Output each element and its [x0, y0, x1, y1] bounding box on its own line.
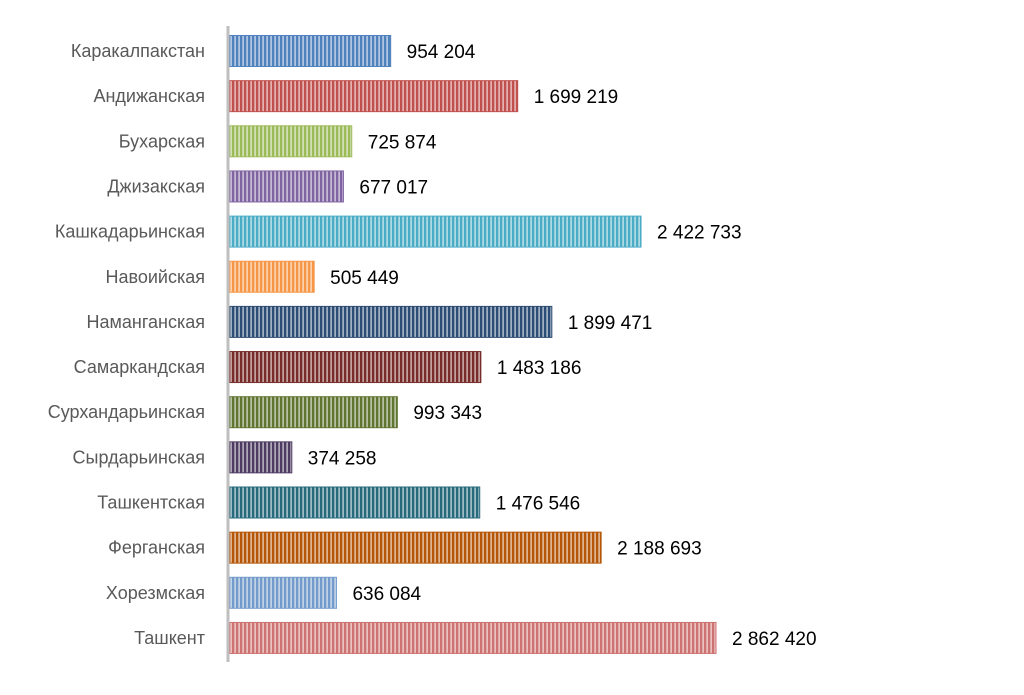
category-label-8: Самаркандская: [74, 357, 205, 377]
value-label-6: 505 449: [330, 268, 399, 289]
category-label-12: Ферганская: [108, 538, 205, 558]
value-label-8: 1 483 186: [497, 358, 582, 379]
value-label-2: 1 699 219: [534, 87, 619, 108]
value-label-10: 374 258: [308, 448, 377, 469]
category-label-13: Хорезмская: [106, 583, 205, 603]
value-label-5: 2 422 733: [657, 223, 742, 244]
bar-8: [229, 351, 482, 384]
bar-1: [229, 35, 392, 67]
bar-14: [229, 621, 717, 654]
bar-2: [229, 80, 519, 113]
bar-12: [229, 531, 602, 564]
bar-10: [229, 441, 293, 474]
bar-9: [229, 396, 398, 429]
bars-layer: [229, 35, 717, 654]
bar-7: [229, 305, 553, 338]
value-label-14: 2 862 420: [732, 629, 817, 650]
value-label-9: 993 343: [413, 403, 482, 424]
bar-3: [229, 125, 353, 158]
value-label-3: 725 874: [368, 132, 437, 153]
category-label-5: Кашкадарьинская: [55, 222, 205, 242]
bar-6: [229, 260, 315, 293]
category-label-9: Сурхандарьинская: [48, 402, 205, 422]
category-label-1: Каракалпакстан: [71, 41, 205, 61]
value-label-7: 1 899 471: [568, 313, 653, 334]
category-label-6: Навоийская: [105, 267, 205, 287]
bar-4: [229, 170, 344, 203]
category-label-11: Ташкентская: [97, 493, 205, 513]
value-label-13: 636 084: [352, 584, 421, 605]
value-label-11: 1 476 546: [496, 494, 581, 515]
labels-layer: Каракалпакстан 954 204 Андижанская 1 699 21…: [48, 41, 817, 650]
category-label-14: Ташкент: [134, 628, 205, 648]
value-label-1: 954 204: [407, 42, 476, 63]
category-label-3: Бухарская: [119, 131, 205, 151]
bar-5: [229, 215, 642, 248]
bar-11: [229, 486, 481, 519]
category-label-2: Андижанская: [93, 86, 205, 106]
bar-13: [229, 576, 337, 609]
value-label-12: 2 188 693: [617, 539, 702, 560]
category-label-10: Сырдарьинская: [73, 447, 205, 467]
category-label-4: Джизакская: [107, 176, 205, 196]
category-label-7: Наманганская: [87, 312, 206, 332]
value-label-4: 677 017: [359, 177, 428, 198]
